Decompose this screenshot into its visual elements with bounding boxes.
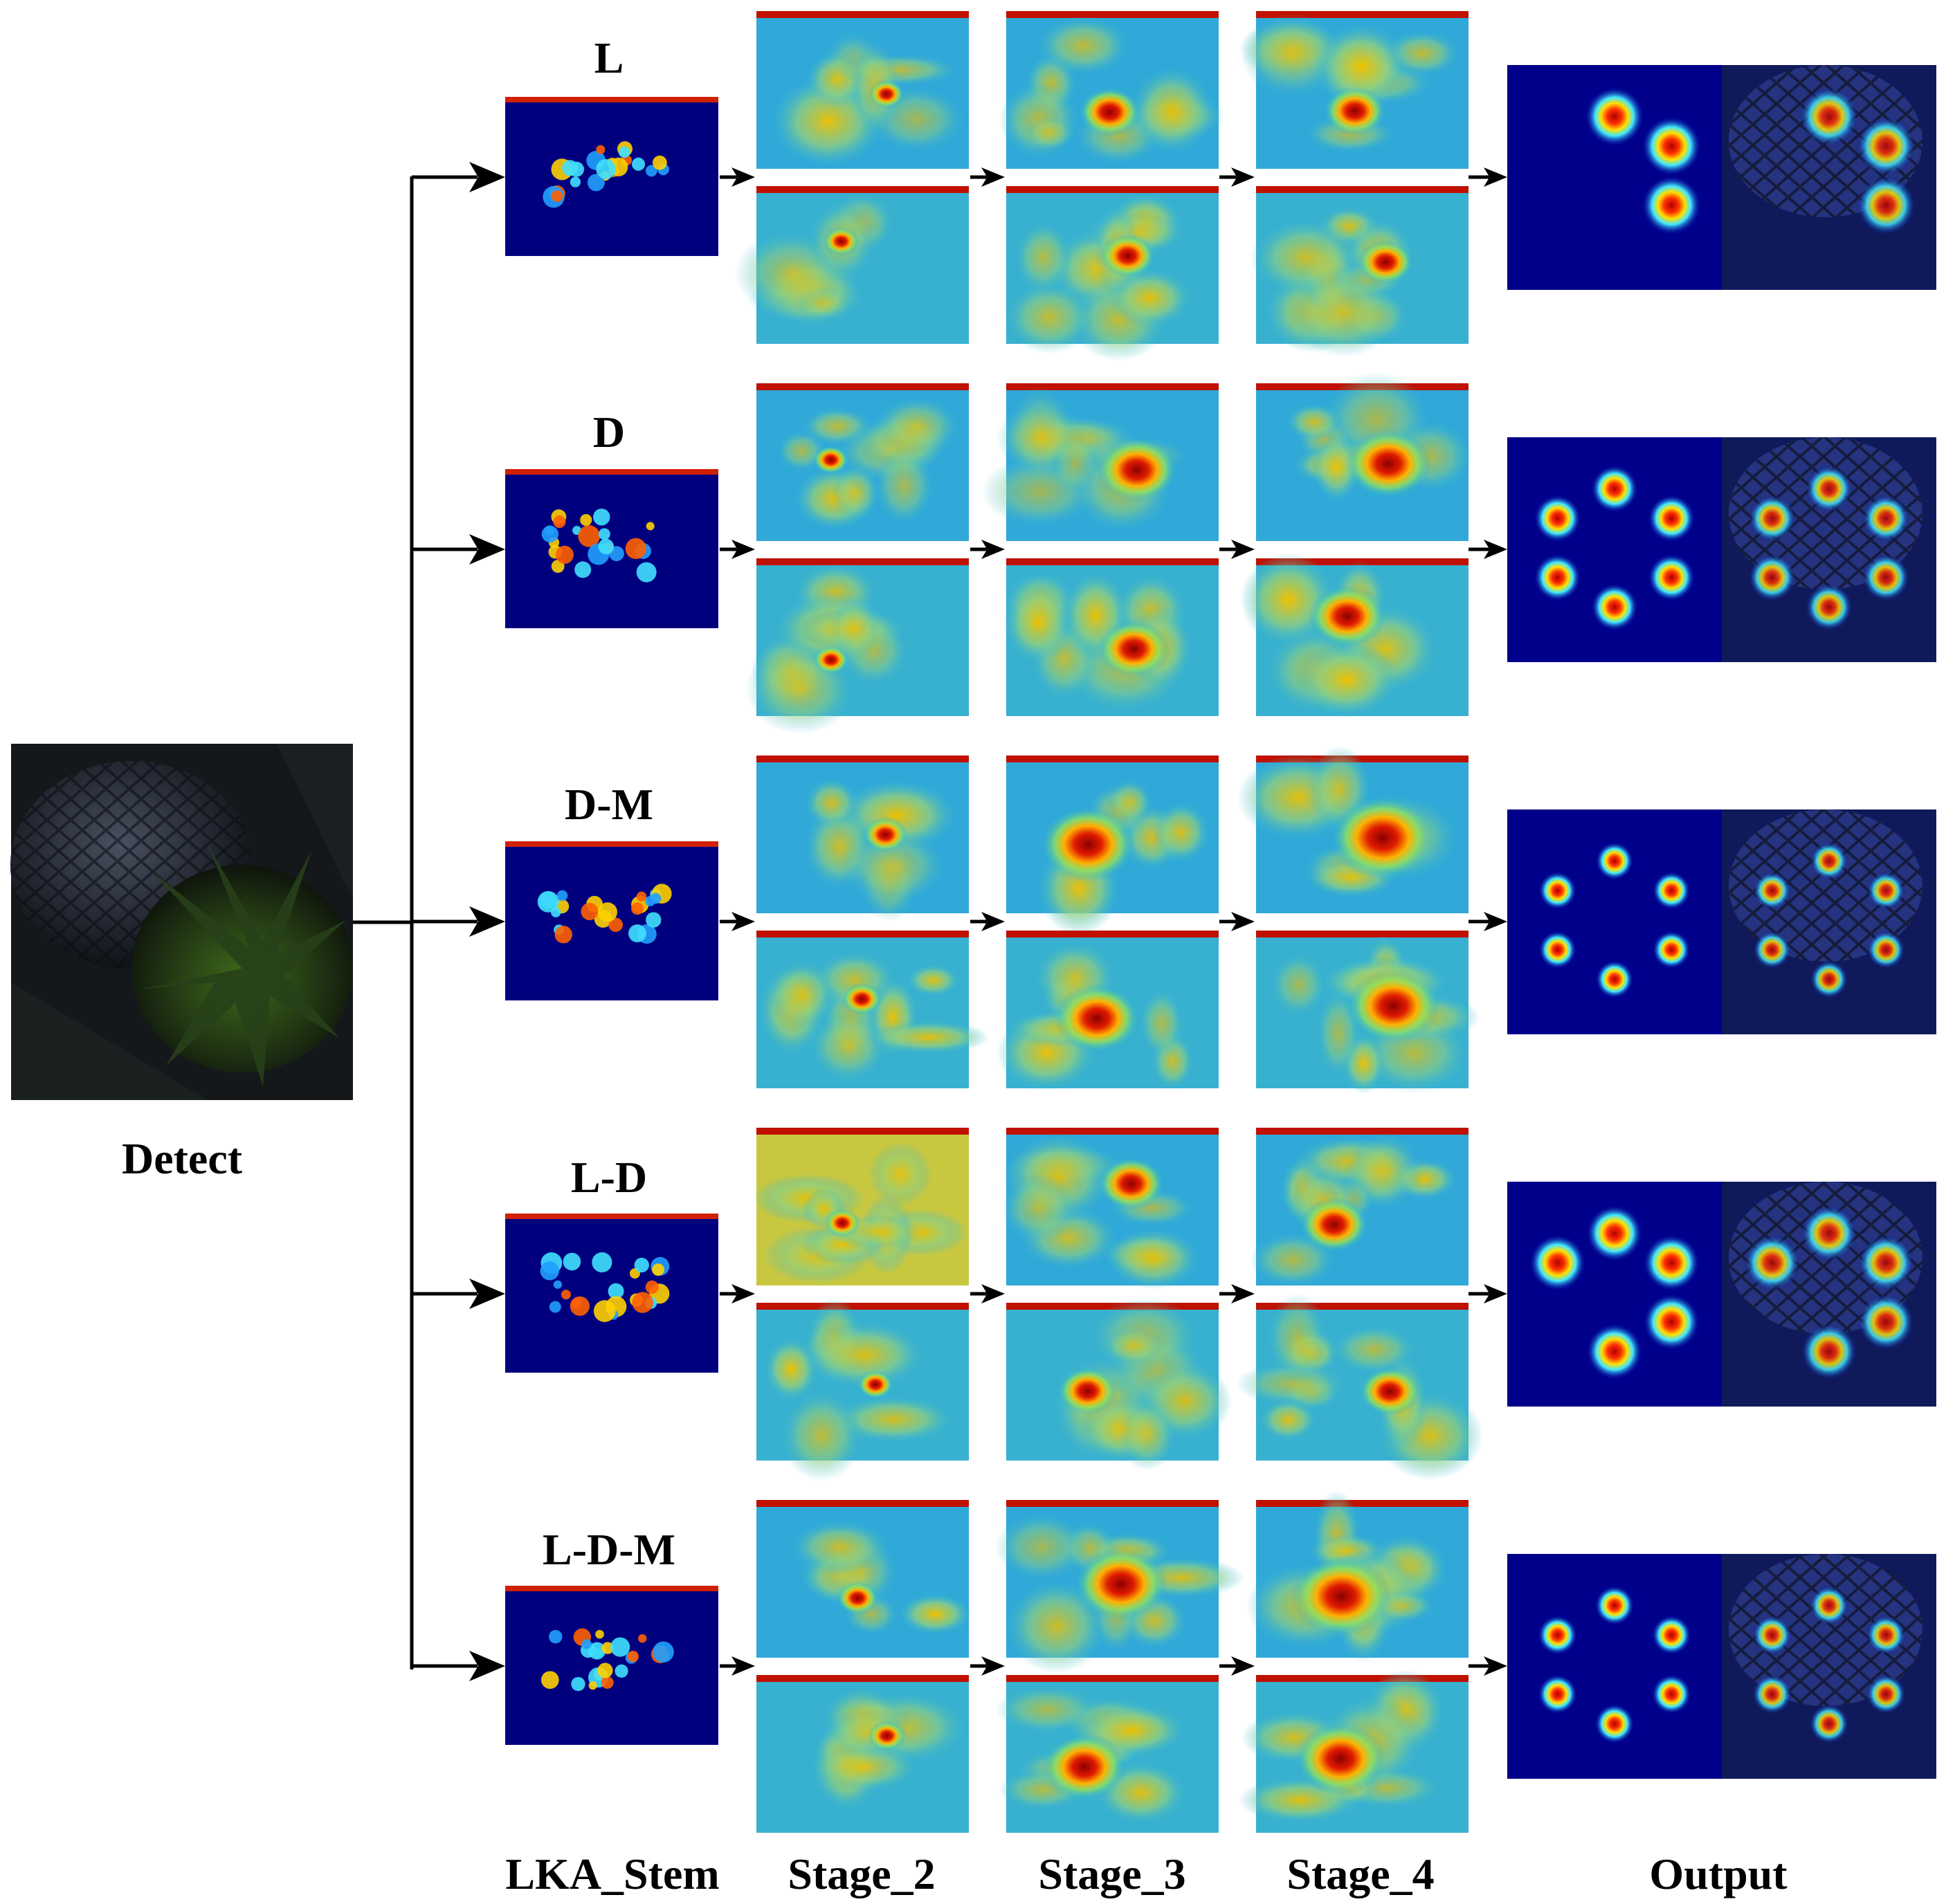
stage2-heatmap-top — [756, 1500, 972, 1658]
stem-heatmap — [505, 1586, 718, 1745]
stage2-heatmap-bottom — [756, 1675, 969, 1833]
stage3-heatmap-top — [1006, 756, 1219, 935]
stage3-heatmap-bottom — [997, 931, 1219, 1092]
stem-heatmap — [505, 1214, 718, 1373]
output-overlay — [1722, 1182, 1936, 1407]
stage-arrow — [970, 540, 1005, 559]
stage4-heatmap-top — [1250, 1128, 1468, 1288]
output-keypoint-heatmap — [1507, 1554, 1722, 1779]
stage-arrow — [970, 1656, 1005, 1676]
stage3-heatmap-top — [1001, 1128, 1219, 1290]
branch-arrow — [412, 162, 505, 192]
column-label-stem: LKA_Stem — [505, 1849, 720, 1898]
stage4-heatmap-bottom — [1239, 1669, 1468, 1833]
stage4-heatmap-top — [1246, 1490, 1468, 1663]
stage3-heatmap-bottom — [1003, 558, 1219, 716]
output-overlay — [1722, 1554, 1936, 1779]
stage-arrow — [970, 167, 1005, 187]
stage-arrow — [720, 1284, 755, 1303]
stage4-heatmap-bottom — [1235, 1292, 1484, 1481]
output-overlay — [1722, 65, 1936, 290]
row-4 — [412, 1128, 1936, 1481]
column-label-stage4: Stage_4 — [1286, 1849, 1435, 1898]
branch-arrow — [412, 1651, 505, 1681]
stage3-heatmap-bottom — [1006, 1297, 1233, 1471]
output-arrow — [1468, 1656, 1507, 1676]
stage-arrow — [970, 912, 1005, 931]
input-connectors — [353, 176, 414, 1669]
stage3-heatmap-top — [994, 1500, 1245, 1674]
row-2 — [412, 372, 1936, 734]
output-arrow — [1468, 167, 1507, 187]
stage-arrow — [720, 1656, 755, 1676]
stage-arrow — [1219, 540, 1255, 559]
branch-arrow — [412, 906, 505, 937]
row-label-2: D — [592, 408, 626, 457]
stage2-heatmap-bottom — [756, 931, 990, 1088]
rows-layer — [412, 11, 1936, 1833]
stage3-heatmap-top — [981, 383, 1219, 541]
pineapple-crown — [131, 844, 353, 1086]
stage2-heatmap-bottom — [745, 558, 969, 734]
stage-arrow — [970, 1284, 1005, 1303]
branch-arrow — [412, 534, 505, 565]
stage2-heatmap-top — [756, 756, 969, 922]
stage4-heatmap-top — [1237, 746, 1468, 913]
stage4-heatmap-top — [1256, 372, 1473, 541]
stage2-heatmap-top — [756, 11, 969, 169]
stage3-heatmap-bottom — [995, 1675, 1219, 1833]
column-label-stage2: Stage_2 — [788, 1849, 936, 1898]
stage4-heatmap-top — [1239, 11, 1468, 169]
column-label-output: Output — [1649, 1849, 1788, 1898]
row-label-4: L-D — [570, 1153, 648, 1202]
stage-arrow — [720, 912, 755, 931]
stage-arrow — [1219, 167, 1255, 187]
stage2-heatmap-top — [756, 383, 969, 541]
column-label-stage3: Stage_3 — [1038, 1849, 1186, 1898]
output-arrow — [1468, 1284, 1507, 1303]
output-arrow — [1468, 912, 1507, 931]
output-overlay — [1722, 437, 1936, 662]
output-keypoint-heatmap — [1507, 437, 1722, 662]
stage4-heatmap-bottom — [1256, 931, 1480, 1094]
output-overlay — [1722, 809, 1936, 1034]
stage-arrow — [1219, 1656, 1255, 1676]
stage-arrow — [720, 540, 755, 559]
input-label: Detect — [121, 1134, 243, 1183]
stage2-heatmap-bottom — [756, 1297, 969, 1481]
stage-arrow — [720, 167, 755, 187]
row-label-1: L — [594, 33, 624, 82]
stage4-heatmap-bottom — [1250, 186, 1468, 358]
input-photo — [10, 744, 353, 1100]
row-5 — [412, 1490, 1936, 1833]
stage4-heatmap-bottom — [1240, 553, 1468, 718]
stage3-heatmap-top — [999, 11, 1225, 169]
row-label-5: L-D-M — [543, 1525, 675, 1574]
row-3 — [412, 746, 1936, 1094]
stem-heatmap — [505, 469, 718, 628]
output-keypoint-heatmap — [1507, 1182, 1722, 1407]
stage-arrow — [1219, 1284, 1255, 1303]
output-keypoint-heatmap — [1507, 65, 1722, 290]
stem-heatmap — [505, 97, 718, 256]
stage2-heatmap-bottom — [734, 186, 969, 344]
stem-heatmap — [505, 841, 718, 1000]
output-keypoint-heatmap — [1507, 809, 1722, 1034]
stage2-heatmap-top — [753, 1128, 969, 1285]
output-arrow — [1468, 540, 1507, 559]
stage3-heatmap-bottom — [1004, 186, 1219, 361]
stage-arrow — [1219, 912, 1255, 931]
row-1 — [412, 11, 1936, 361]
branch-arrow — [412, 1279, 505, 1309]
row-label-3: D-M — [565, 780, 653, 829]
